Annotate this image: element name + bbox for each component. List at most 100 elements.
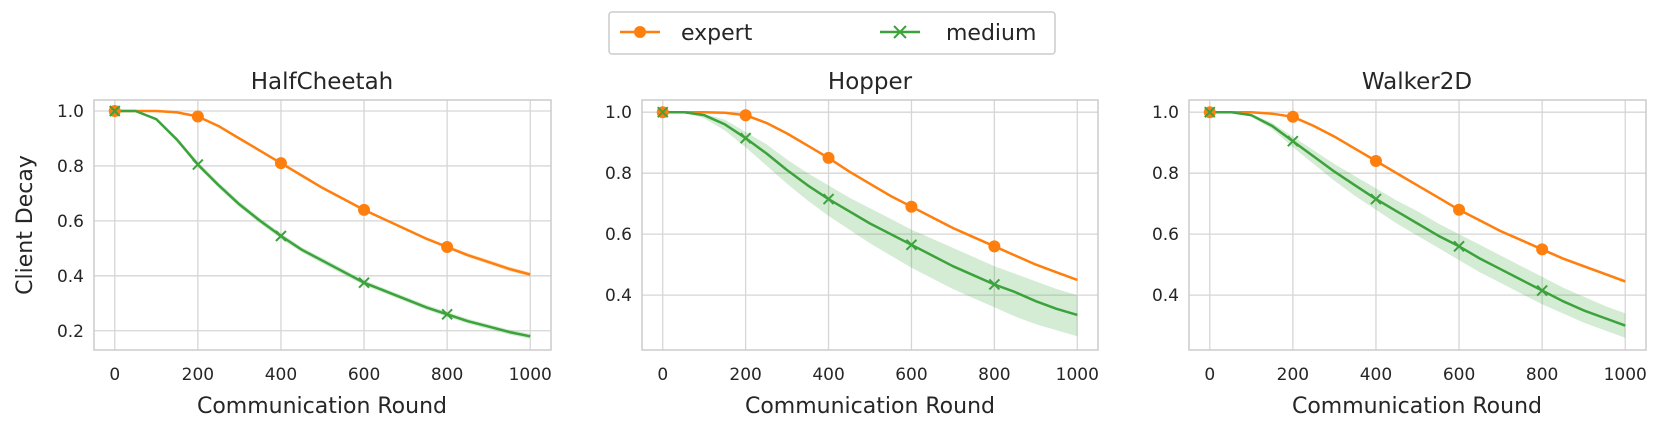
grid-hopper — [642, 100, 1098, 350]
x-axis-label-halfcheetah: Communication Round — [197, 394, 447, 419]
band-medium — [114, 111, 531, 339]
markers-walker2d — [1203, 106, 1549, 297]
x-tick-label: 1000 — [1056, 365, 1099, 385]
x-tick-label: 600 — [348, 365, 380, 385]
marker-expert — [822, 151, 835, 164]
marker-medium — [822, 193, 835, 205]
lines-hopper — [662, 110, 1078, 317]
x-tick-label: 400 — [1360, 365, 1392, 385]
marker-medium — [441, 308, 453, 320]
legend-entry-expert: expert — [620, 21, 753, 46]
marker-expert — [358, 203, 371, 216]
marker-medium — [1453, 240, 1465, 253]
y-tick-label: 0.2 — [57, 322, 84, 342]
y-axis-label-halfcheetah: Client Decay — [13, 155, 38, 295]
y-tick-label: 0.4 — [605, 286, 632, 306]
y-tick-label: 0.4 — [57, 267, 84, 287]
marker-medium — [988, 278, 1001, 291]
marker-medium — [1536, 284, 1548, 297]
chart-title-halfcheetah: HalfCheetah — [251, 69, 394, 95]
y-tick-label: 1.0 — [57, 102, 84, 122]
marker-medium — [192, 158, 204, 171]
plot-frame-hopper — [641, 99, 1099, 351]
marker-expert — [1536, 243, 1549, 256]
chart-hopper: 0 200 400 600 800 1000 0.4 0.6 0.8 1.0 Hopper Co… — [605, 69, 1099, 419]
x-tick-label: 800 — [1526, 365, 1558, 385]
grid-halfcheetah — [94, 100, 551, 350]
marker-expert — [1453, 203, 1466, 216]
x-tick-label: 0 — [109, 365, 120, 385]
x-axis-label-hopper: Communication Round — [745, 394, 995, 419]
chart-title-hopper: Hopper — [828, 69, 913, 95]
series-line-expert — [114, 109, 531, 276]
x-tick-label: 400 — [265, 365, 297, 385]
marker-medium — [1204, 106, 1216, 118]
marker-medium — [905, 239, 918, 251]
legend-label-medium: medium — [946, 21, 1036, 46]
y-tick-label: 0.8 — [1152, 164, 1179, 184]
legend-marker-expert — [634, 26, 646, 38]
marker-expert — [274, 157, 287, 170]
marker-expert — [191, 110, 204, 123]
y-tick-label: 1.0 — [605, 103, 632, 123]
markers-halfcheetah — [108, 104, 454, 320]
lines-walker2d — [1209, 110, 1626, 327]
marker-expert — [1286, 110, 1299, 123]
series-line-medium — [662, 110, 1078, 317]
yticks-halfcheetah: 0.2 0.4 0.6 0.8 1.0 — [57, 102, 84, 342]
plot-frame-halfcheetah — [93, 99, 552, 351]
x-tick-label: 400 — [812, 365, 844, 385]
chart-title-walker2d: Walker2D — [1362, 69, 1472, 95]
legend-label-expert: expert — [681, 21, 753, 46]
legend-entry-medium: medium — [880, 21, 1036, 46]
marker-medium — [1370, 193, 1382, 205]
xticks-halfcheetah: 0 200 400 600 800 1000 — [109, 365, 552, 385]
series-line-expert — [662, 110, 1078, 282]
plot-frame-walker2d — [1188, 99, 1647, 351]
lines-halfcheetah — [114, 109, 531, 338]
xticks-walker2d: 0 200 400 600 800 1000 — [1204, 365, 1647, 385]
x-tick-label: 800 — [431, 365, 463, 385]
marker-expert — [1369, 154, 1382, 167]
x-tick-label: 200 — [182, 365, 214, 385]
marker-medium — [1287, 135, 1299, 147]
x-axis-label-walker2d: Communication Round — [1292, 394, 1542, 419]
x-tick-label: 0 — [1204, 365, 1215, 385]
marker-medium — [109, 105, 121, 117]
bands-halfcheetah — [114, 111, 531, 339]
x-tick-label: 200 — [729, 365, 761, 385]
y-tick-label: 0.4 — [1152, 286, 1179, 306]
chart-walker2d: 0 200 400 600 800 1000 0.40.60.81.0 Walker2D … — [1152, 69, 1647, 419]
x-tick-label: 200 — [1277, 365, 1309, 385]
legend-frame — [608, 11, 1056, 55]
y-tick-label: 1.0 — [1152, 103, 1179, 123]
marker-expert — [988, 240, 1001, 253]
xticks-hopper: 0 200 400 600 800 1000 — [657, 365, 1099, 385]
yticks-hopper: 0.4 0.6 0.8 1.0 — [605, 103, 632, 306]
series-line-medium — [1209, 110, 1626, 327]
series-line-medium — [114, 109, 531, 338]
marker-medium — [275, 230, 287, 242]
bands-walker2d — [1209, 112, 1626, 338]
x-tick-label: 1000 — [509, 365, 552, 385]
band-expert — [114, 111, 531, 277]
grid-walker2d — [1189, 100, 1646, 350]
marker-expert — [905, 200, 918, 213]
chart-halfcheetah: 0 200 400 600 800 1000 0.2 0.4 0.6 0.8 1.0 HalfCh… — [13, 69, 552, 419]
x-tick-label: 600 — [1443, 365, 1475, 385]
legend: expert medium — [608, 11, 1056, 55]
y-tick-label: 0.8 — [57, 157, 84, 177]
yticks-walker2d: 0.4 0.6 0.8 1.0 — [1152, 103, 1179, 306]
y-tick-label: 0.6 — [1152, 225, 1179, 245]
x-tick-label: 0 — [657, 365, 668, 385]
markers-hopper — [656, 106, 1001, 291]
series-line-expert — [1209, 110, 1626, 283]
legend-marker-medium — [893, 25, 907, 39]
marker-medium — [358, 276, 370, 289]
marker-expert — [441, 240, 454, 253]
band-medium — [1209, 112, 1626, 338]
x-tick-label: 1000 — [1604, 365, 1647, 385]
y-tick-label: 0.6 — [605, 225, 632, 245]
y-tick-label: 0.8 — [605, 164, 632, 184]
